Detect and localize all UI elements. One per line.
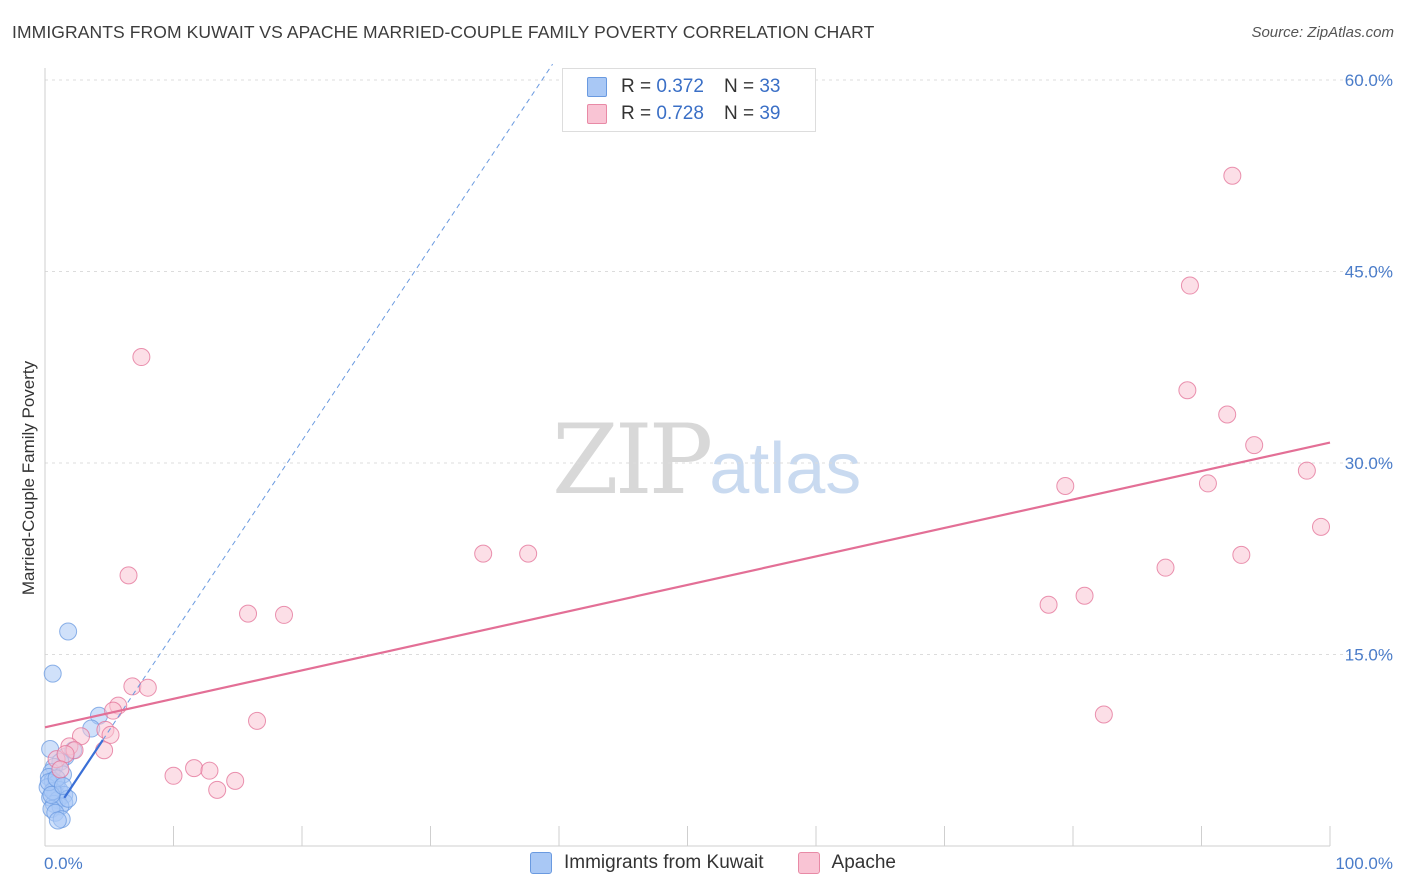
- apache-point: [1094, 705, 1113, 724]
- watermark: ZIPatlas: [552, 404, 861, 516]
- apache-point: [474, 544, 493, 563]
- apache-point: [200, 761, 219, 780]
- apache-point: [1245, 436, 1264, 455]
- y-tick-label: 45.0%: [1345, 263, 1393, 282]
- apache-point: [185, 759, 204, 778]
- legend-row-kuwait: R = 0.372 N = 33: [587, 76, 780, 98]
- apache-point: [95, 741, 114, 760]
- y-axis-label: Married-Couple Family Poverty: [19, 360, 38, 595]
- apache-point: [1198, 474, 1217, 493]
- apache-point: [132, 348, 151, 367]
- watermark-atlas: atlas: [709, 429, 862, 509]
- apache-trend-line: [44, 441, 1331, 729]
- series-label-apache: Apache: [831, 852, 896, 873]
- legend-n-label: N =: [723, 103, 755, 124]
- series-swatch-apache: [797, 852, 820, 874]
- series-legend: Immigrants from Kuwait Apache: [530, 852, 930, 874]
- apache-point: [164, 766, 183, 785]
- legend-r-value: 0.728: [656, 103, 704, 124]
- legend-r-value: 0.372: [656, 76, 704, 97]
- watermark-zip: ZIP: [552, 404, 713, 516]
- kuwait-point: [59, 622, 78, 641]
- legend-n-label: N =: [723, 76, 755, 97]
- apache-point: [138, 678, 157, 697]
- series-swatch-kuwait: [530, 852, 552, 874]
- chart-title: IMMIGRANTS FROM KUWAIT VS APACHE MARRIED…: [12, 22, 875, 42]
- apache-point: [101, 725, 120, 744]
- series-label-kuwait: Immigrants from Kuwait: [564, 852, 764, 873]
- legend-r-label: R =: [621, 76, 652, 97]
- apache-point: [1075, 586, 1094, 605]
- apache-point: [275, 605, 294, 624]
- y-tick-label: 60.0%: [1345, 71, 1393, 90]
- apache-point: [1180, 276, 1199, 295]
- apache-point: [239, 604, 258, 623]
- apache-point: [519, 544, 538, 563]
- apache-point: [1297, 461, 1316, 480]
- kuwait-point: [48, 811, 67, 830]
- apache-point: [248, 711, 267, 730]
- kuwait-trend-line: [63, 739, 104, 799]
- correlation-legend: R = 0.372 N = 33 R = 0.728 N = 39: [562, 68, 816, 132]
- apache-point: [1232, 545, 1251, 564]
- apache-point: [1223, 166, 1242, 185]
- legend-r-label: R =: [621, 103, 652, 124]
- legend-swatch-kuwait: [587, 77, 607, 97]
- series-legend-item-kuwait[interactable]: Immigrants from Kuwait: [530, 852, 764, 874]
- apache-point: [1312, 517, 1331, 536]
- apache-point: [208, 780, 227, 799]
- apache-point: [1056, 476, 1075, 495]
- apache-point: [1039, 595, 1058, 614]
- apache-point: [1156, 558, 1175, 577]
- legend-n-value: 33: [759, 76, 781, 97]
- source-label: Source: ZipAtlas.com: [1251, 24, 1394, 41]
- kuwait-point: [43, 664, 62, 683]
- legend-row-apache: R = 0.728 N = 39: [587, 103, 780, 125]
- series-legend-item-apache[interactable]: Apache: [797, 852, 896, 874]
- apache-point: [1218, 405, 1237, 424]
- apache-point: [1178, 381, 1197, 400]
- kuwait-trend-extension: [102, 63, 553, 741]
- apache-point: [226, 771, 245, 790]
- legend-swatch-apache: [587, 104, 607, 124]
- legend-n-value: 39: [759, 103, 781, 124]
- y-tick-label: 30.0%: [1345, 454, 1393, 473]
- apache-point: [119, 566, 138, 585]
- apache-point: [56, 745, 75, 764]
- y-tick-label: 15.0%: [1345, 646, 1393, 665]
- x-tick-label: 0.0%: [44, 854, 83, 873]
- apache-point: [51, 760, 70, 779]
- x-tick-label: 100.0%: [1335, 854, 1393, 873]
